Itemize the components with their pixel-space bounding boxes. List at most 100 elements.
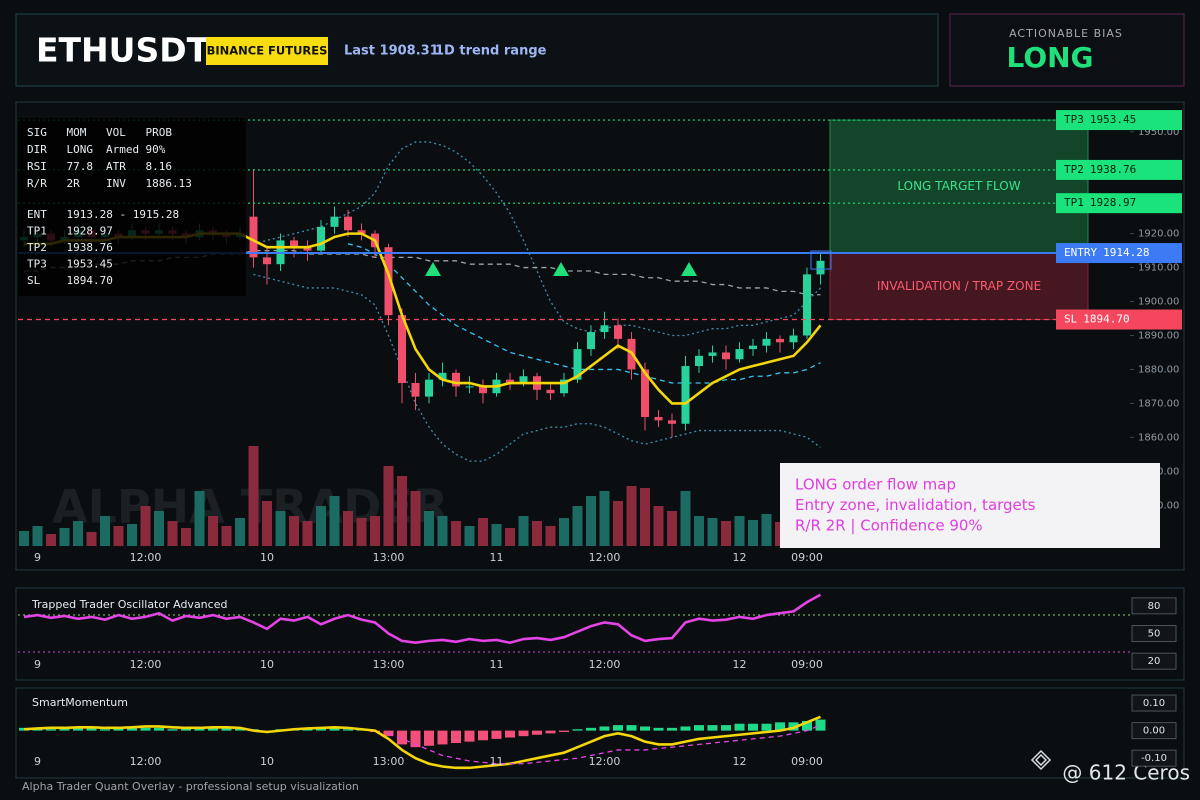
y-tick-label: 1880.00 (1138, 364, 1179, 375)
y-tick-label: 50 (1148, 629, 1161, 640)
level-name: TP3 (1064, 113, 1084, 126)
level-box (1056, 193, 1182, 214)
y-tick-box (1131, 722, 1177, 740)
info-cell: 1886.13 (146, 177, 192, 190)
histogram-bar (100, 729, 110, 731)
volume-bar (154, 511, 164, 546)
level-name: TP1 (1064, 196, 1084, 209)
candle-body (587, 332, 595, 350)
level-box (1056, 309, 1182, 330)
trend-range: 1D trend range (435, 44, 547, 59)
x-tick-label: 11 (490, 755, 504, 768)
volume-bar (181, 528, 191, 546)
candle-body (249, 216, 258, 258)
histogram-bar (73, 727, 83, 731)
y-tick-label: 0.00 (1143, 726, 1165, 737)
histogram-bar (518, 730, 529, 737)
info-cell: MOM (67, 126, 87, 139)
y-tick-box (1131, 694, 1177, 712)
histogram-bar (451, 730, 461, 744)
histogram-bar (505, 730, 515, 738)
volume-bar (748, 520, 758, 546)
volume-bar (19, 531, 29, 546)
info-cell: ATR (106, 160, 126, 173)
y-tick-box (1131, 749, 1177, 767)
volume-bar (707, 518, 718, 546)
candle-body (465, 386, 474, 388)
info-cell: R/R (27, 177, 47, 190)
volume-bar (721, 521, 731, 546)
volume-bar (424, 511, 434, 546)
histogram-bar (424, 730, 434, 746)
x-tick-label: 12:00 (589, 755, 621, 768)
volume-bar (140, 506, 151, 546)
level-box (1056, 159, 1182, 180)
volume-bar (599, 491, 610, 546)
volume-bar (518, 516, 529, 546)
credit-icon (1030, 749, 1052, 771)
level-label: TP3 1953.45 (1064, 113, 1136, 126)
volume-bar (383, 466, 394, 546)
candle-body (789, 335, 798, 343)
candle-body (479, 386, 487, 394)
x-tick-label: 10 (260, 658, 274, 671)
volume-bar (491, 524, 502, 546)
volume-bar (343, 511, 353, 546)
annotation-line: Entry zone, invalidation, targets (795, 496, 1036, 514)
candle-body (776, 338, 784, 343)
bias-label: ACTIONABLE BIAS (1009, 27, 1123, 40)
level-name: TP2 (1064, 163, 1084, 176)
volume-bar (505, 528, 515, 546)
histogram-bar (235, 727, 245, 731)
histogram-bar (707, 725, 718, 731)
info-level: 1894.70 (67, 274, 113, 287)
histogram-bar (680, 726, 691, 731)
zone-label: LONG TARGET FLOW (897, 179, 1020, 193)
info-cell: PROB (146, 126, 173, 139)
x-tick-label: 12:00 (130, 551, 162, 564)
annotation-box (780, 463, 1160, 548)
candle-body (681, 366, 690, 424)
x-tick-label: 11 (490, 658, 504, 671)
volume-bar (46, 534, 56, 546)
histogram-bar (316, 727, 326, 731)
volume-bar (316, 506, 326, 546)
last-price: Last 1908.31 (344, 44, 439, 59)
y-tick-label: 1860.00 (1138, 432, 1179, 443)
volume-bar (248, 446, 259, 546)
histogram-bar (775, 722, 785, 731)
level-label: TP2 1938.76 (1064, 163, 1136, 176)
level-value: 1894.70 (1083, 313, 1129, 326)
candle-body (438, 372, 447, 380)
volume-bar (235, 518, 245, 546)
volume-bar (86, 532, 97, 546)
candle-body (344, 216, 352, 231)
signal-arrow (425, 262, 441, 276)
volume-bar (559, 518, 569, 546)
histogram-bar (734, 723, 745, 731)
momentum-line (388, 724, 821, 765)
x-tick-label: 12 (733, 551, 747, 564)
candle-body (519, 376, 528, 384)
volume-bar (653, 506, 664, 546)
candle-body (708, 352, 717, 356)
volume-bar (194, 491, 205, 546)
candle-body (330, 216, 339, 227)
histogram-bar (815, 719, 826, 731)
y-tick-label: -0.10 (1141, 753, 1167, 764)
volume-bar (545, 526, 556, 546)
level-name: SL (1064, 313, 1078, 326)
y-tick-label: 1900.00 (1138, 297, 1179, 308)
info-cell: 8.16 (146, 160, 173, 173)
candle-body (668, 420, 676, 424)
histogram-bar (437, 730, 448, 745)
panel-title: Trapped Trader Oscillator Advanced (31, 598, 227, 611)
footer-caption: Alpha Trader Quant Overlay - professiona… (22, 780, 359, 793)
volume-bar (694, 516, 704, 546)
x-tick-label: 12 (733, 658, 747, 671)
histogram-bar (167, 729, 178, 731)
volume-bar (167, 521, 178, 546)
volume-bar (356, 518, 367, 546)
exchange: BINANCE FUTURES (207, 44, 328, 58)
indicator-line (24, 249, 821, 296)
